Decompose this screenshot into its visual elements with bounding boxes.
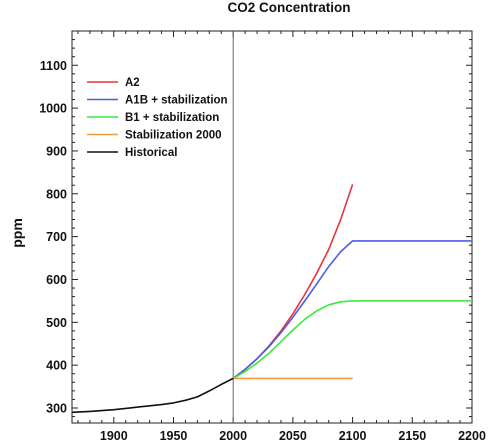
chart-title: CO2 Concentration — [227, 0, 350, 15]
legend: A2 A1B + stabilization B1 + stabilization S… — [87, 77, 228, 159]
x-tick-label: 2050 — [279, 429, 307, 443]
x-tick-label: 2200 — [458, 429, 486, 443]
legend-label: B1 + stabilization — [125, 112, 219, 124]
y-tick-label: 300 — [46, 402, 67, 416]
series-line-historical — [71, 377, 234, 414]
x-tick-label: 2100 — [339, 429, 367, 443]
plot-frame — [71, 30, 473, 424]
y-tick-label: 1000 — [39, 102, 67, 116]
legend-label: Stabilization 2000 — [125, 130, 222, 142]
y-tick-label: 1100 — [40, 59, 67, 73]
y-tick-label: 400 — [46, 359, 67, 373]
y-tick-label: 500 — [46, 316, 67, 330]
x-tick-label: 1900 — [100, 429, 128, 443]
series-line-a2 — [232, 184, 354, 380]
y-tick-label: 700 — [46, 230, 67, 244]
plot-area: 300 400 500 600 700 800 900 1000 1100 1900 1950 200… — [39, 30, 486, 443]
y-tick-label: 900 — [46, 144, 67, 158]
y-axis-label: ppm — [9, 218, 25, 248]
x-tick-label: 2000 — [219, 429, 247, 443]
series-line-b1-stabilization — [232, 300, 472, 380]
x-tick-label: 2150 — [398, 429, 426, 443]
y-tick-label: 600 — [46, 273, 67, 287]
legend-label: A1B + stabilization — [125, 95, 228, 107]
series-line-a1b-stabilization — [232, 240, 472, 380]
legend-label: A2 — [125, 77, 140, 89]
x-tick-label: 1950 — [160, 429, 188, 443]
legend-label: Historical — [125, 147, 177, 159]
y-tick-label: 800 — [46, 187, 67, 201]
